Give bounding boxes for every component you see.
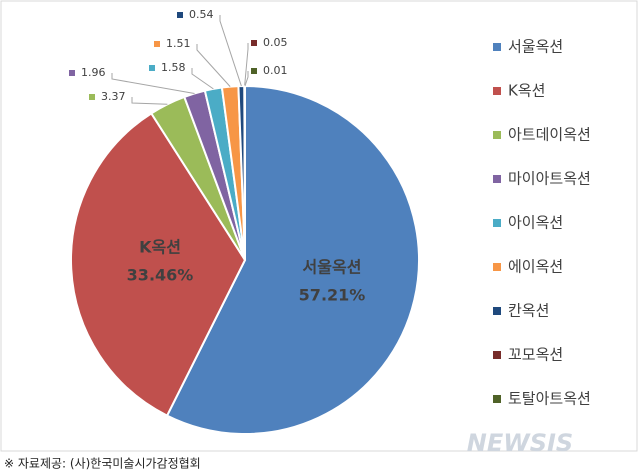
slice-value-label: 33.46% [127,266,194,285]
slice-value-label: 0.54 [189,8,214,21]
legend-label: 에이옥션 [508,258,563,276]
legend-marker [493,131,501,139]
leader-line [244,43,249,87]
legend-marker [493,395,501,403]
leader-line [111,73,195,94]
leader-line [131,97,168,105]
slice-value-label: 3.37 [101,90,126,103]
chart-frame [0,0,638,452]
slice-value-label: 1.51 [166,37,191,50]
legend-label: 칸옥션 [508,302,549,320]
legend-label: 마이아트옥션 [508,170,591,188]
slice-value-label: 1.96 [81,66,106,79]
legend-marker [493,263,501,271]
legend-marker [493,43,501,51]
source-note: ※ 자료제공: (사)한국미술시가감정협회 [4,457,201,471]
slice-category-label: K옥션 [139,238,181,257]
legend-marker [493,307,501,315]
pie-slice [165,84,420,435]
slice-value-label: 0.05 [263,36,288,49]
slice-value-label: 1.58 [161,61,186,74]
slice-value-label: 0.01 [263,64,288,77]
legend-marker [493,87,501,95]
label-marker [251,40,257,46]
leader-line [196,44,231,87]
legend-marker [493,175,501,183]
label-marker [89,94,95,100]
legend-label: 서울옥션 [508,38,563,56]
legend-label: 아이옥션 [508,214,563,232]
legend-marker [493,219,501,227]
label-marker [149,65,155,71]
leader-line [219,15,242,87]
legend-label: 아트데이옥션 [508,126,591,144]
slice-category-label: 서울옥션 [303,258,362,277]
leader-line [191,68,214,90]
legend-label: K옥션 [508,82,545,100]
pie-slice [70,111,247,417]
label-marker [69,70,75,76]
legend-label: 꼬모옥션 [508,346,563,364]
watermark: NEWSIS [467,429,573,457]
label-marker [251,68,257,74]
legend-label: 토탈아트옥션 [508,390,591,408]
leader-line [244,71,249,87]
legend-marker [493,351,501,359]
slice-value-label: 57.21% [299,286,366,305]
label-marker [154,41,160,47]
label-marker [177,12,183,18]
